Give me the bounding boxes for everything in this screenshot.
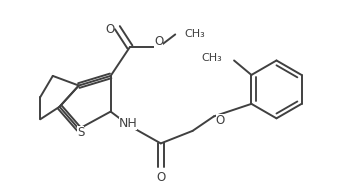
- Text: S: S: [77, 126, 85, 139]
- Text: O: O: [156, 171, 166, 184]
- Text: O: O: [216, 114, 225, 127]
- Text: O: O: [105, 23, 114, 36]
- Text: CH₃: CH₃: [202, 53, 223, 63]
- Text: O: O: [154, 35, 163, 48]
- Text: NH: NH: [119, 117, 137, 130]
- Text: CH₃: CH₃: [185, 29, 205, 39]
